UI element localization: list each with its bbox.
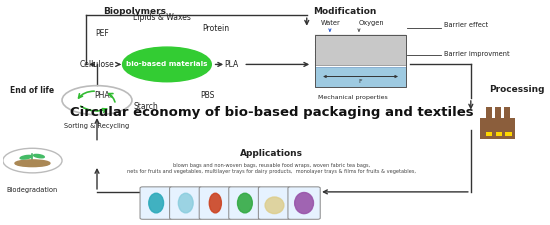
Text: Processing: Processing xyxy=(489,85,544,94)
Bar xyxy=(495,107,501,119)
Ellipse shape xyxy=(148,193,163,213)
Text: PEF: PEF xyxy=(96,29,109,38)
Text: Applications: Applications xyxy=(240,149,303,158)
FancyBboxPatch shape xyxy=(288,187,320,219)
Bar xyxy=(486,132,492,136)
Ellipse shape xyxy=(20,155,32,159)
Ellipse shape xyxy=(238,193,252,213)
Text: Barrier improvment: Barrier improvment xyxy=(444,51,509,57)
Bar xyxy=(480,118,515,139)
Text: bio-based materials: bio-based materials xyxy=(126,61,208,68)
Text: Mechanical properties: Mechanical properties xyxy=(317,95,387,101)
Text: blown bags and non-woven bags, reusable food wraps, woven fabric tea bags,: blown bags and non-woven bags, reusable … xyxy=(173,162,370,168)
Bar xyxy=(315,36,406,87)
Bar xyxy=(496,132,502,136)
FancyBboxPatch shape xyxy=(169,187,202,219)
Text: PHA: PHA xyxy=(95,91,110,100)
Text: Cellulose: Cellulose xyxy=(80,60,114,69)
Text: PBS: PBS xyxy=(200,91,214,100)
Text: nets for fruits and vegetables, multilayer trays for dairy products,  monolayer : nets for fruits and vegetables, multilay… xyxy=(127,169,416,174)
Bar xyxy=(315,67,406,87)
Text: F: F xyxy=(359,79,362,83)
Ellipse shape xyxy=(210,193,222,213)
Bar xyxy=(315,36,406,65)
Ellipse shape xyxy=(295,193,313,214)
Text: Barrier effect: Barrier effect xyxy=(444,22,488,28)
Text: End of life: End of life xyxy=(10,86,54,95)
Text: Circular economy of bio-based packaging and textiles: Circular economy of bio-based packaging … xyxy=(70,106,474,119)
Text: Biopolymers: Biopolymers xyxy=(103,7,166,16)
Text: Modification: Modification xyxy=(313,7,376,16)
Text: Biodegradation: Biodegradation xyxy=(7,187,58,193)
Ellipse shape xyxy=(15,160,50,167)
Ellipse shape xyxy=(123,47,211,82)
Ellipse shape xyxy=(34,154,45,158)
Text: Starch: Starch xyxy=(133,102,158,111)
Text: Protein: Protein xyxy=(202,24,229,33)
Text: Water: Water xyxy=(321,20,341,26)
FancyBboxPatch shape xyxy=(199,187,232,219)
Text: PLA: PLA xyxy=(224,60,239,69)
FancyBboxPatch shape xyxy=(140,187,172,219)
Bar xyxy=(505,132,512,136)
FancyBboxPatch shape xyxy=(229,187,261,219)
Text: Oxygen: Oxygen xyxy=(359,20,384,26)
Ellipse shape xyxy=(265,197,284,214)
Bar xyxy=(504,107,510,119)
Text: Lipids & Waxes: Lipids & Waxes xyxy=(133,13,190,22)
Ellipse shape xyxy=(178,193,193,213)
Bar xyxy=(486,107,492,119)
FancyBboxPatch shape xyxy=(258,187,290,219)
Text: Sorting & Recycling: Sorting & Recycling xyxy=(64,123,130,129)
